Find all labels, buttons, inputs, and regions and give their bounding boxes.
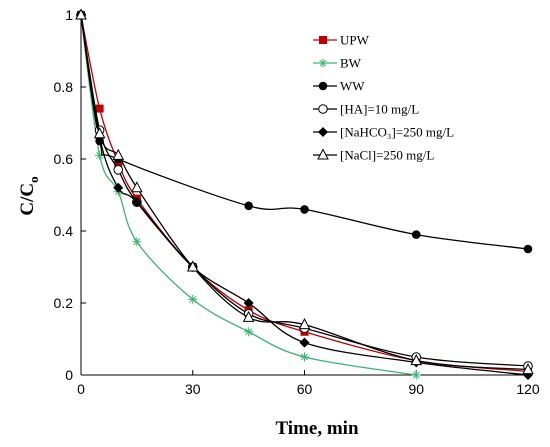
data-point xyxy=(93,127,106,139)
data-point xyxy=(132,237,142,247)
data-point xyxy=(411,230,421,239)
data-point xyxy=(95,104,104,113)
data-point xyxy=(131,197,142,208)
legend-entry: [NaCl]=250 mg/L xyxy=(313,148,434,163)
data-point xyxy=(410,354,423,366)
data-point xyxy=(522,363,534,375)
legend-label: BW xyxy=(340,56,362,71)
legend-swatch-marker xyxy=(318,81,328,91)
data-point xyxy=(298,318,311,330)
y-tick-label: 0.4 xyxy=(54,223,74,239)
series-line xyxy=(80,14,529,373)
legend-swatch-marker xyxy=(317,148,329,160)
y-axis-title-main: C/C xyxy=(17,183,38,216)
x-tick-label: 60 xyxy=(297,381,313,397)
y-axis-ticks: 0 0.2 0.4 0.6 0.8 1 xyxy=(54,7,86,383)
data-point xyxy=(244,201,253,211)
legend-label: [NaHCO₃]=250 mg/L xyxy=(340,125,454,140)
series-6 xyxy=(75,8,534,375)
legend: UPW BW WW [HA]=10 mg/L [NaHCO₃]=250 mg/L [NaC… xyxy=(313,33,454,163)
data-point xyxy=(244,327,254,337)
legend-swatch-marker xyxy=(318,58,328,68)
legend-entry: UPW xyxy=(313,33,370,48)
series-3 xyxy=(76,10,533,254)
x-axis-title: Time, min xyxy=(275,418,358,439)
series-line xyxy=(80,14,529,371)
legend-entry: [HA]=10 mg/L xyxy=(313,102,419,117)
x-tick-label: 0 xyxy=(77,381,85,397)
legend-swatch-marker xyxy=(318,127,328,137)
data-point xyxy=(243,298,254,308)
data-point xyxy=(113,182,124,193)
y-tick-label: 1 xyxy=(65,7,73,23)
data-point xyxy=(186,260,199,272)
x-tick-label: 90 xyxy=(408,381,424,397)
data-point xyxy=(95,150,105,160)
series-layer xyxy=(75,8,534,380)
x-axis-ticks: 0 30 60 90 120 xyxy=(77,370,540,397)
series-4 xyxy=(76,10,533,371)
series-line xyxy=(80,14,529,367)
data-point xyxy=(242,310,255,322)
data-point xyxy=(75,8,87,20)
x-tick-label: 120 xyxy=(516,381,540,397)
data-point xyxy=(523,244,533,254)
data-point xyxy=(300,205,309,214)
y-tick-label: 0.6 xyxy=(54,151,74,167)
legend-label: [HA]=10 mg/L xyxy=(340,102,419,117)
legend-swatch-marker xyxy=(319,36,327,44)
legend-swatch-marker xyxy=(318,104,328,114)
data-point xyxy=(112,148,125,160)
y-axis-title-subscript: o xyxy=(26,176,41,183)
data-point xyxy=(411,370,421,380)
legend-label: UPW xyxy=(340,33,370,48)
legend-entry: [NaHCO₃]=250 mg/L xyxy=(313,125,454,140)
data-point xyxy=(188,294,198,304)
legend-entry: BW xyxy=(313,56,362,71)
data-point xyxy=(299,337,310,348)
data-point xyxy=(131,181,143,193)
legend-entry: WW xyxy=(313,79,365,94)
y-tick-label: 0 xyxy=(65,367,73,383)
data-point xyxy=(113,165,124,175)
legend-label: [NaCl]=250 mg/L xyxy=(340,148,434,163)
y-tick-label: 0.8 xyxy=(54,79,74,95)
y-axis-title: C/Co xyxy=(17,176,41,215)
data-point xyxy=(300,352,309,362)
x-tick-label: 30 xyxy=(185,381,201,397)
y-tick-label: 0.2 xyxy=(54,295,74,311)
legend-label: WW xyxy=(340,79,365,94)
